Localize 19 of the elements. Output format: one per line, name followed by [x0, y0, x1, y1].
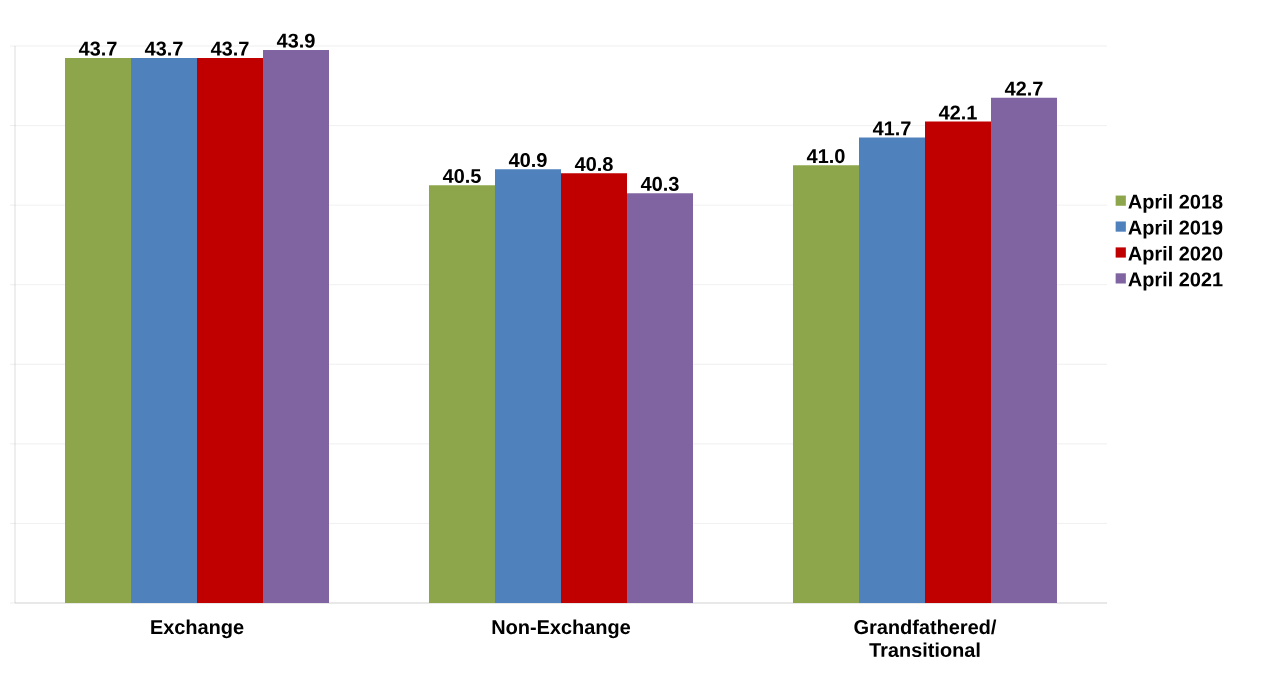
legend-label: April 2019 [1128, 220, 1223, 239]
data-label: 43.7 [78, 41, 117, 56]
data-label: 42.7 [1004, 81, 1043, 96]
data-label: 43.7 [210, 41, 249, 56]
data-label: 40.3 [640, 176, 679, 191]
x-tick-label: Grandfathered/ Transitional [854, 619, 997, 658]
legend-label: April 2018 [1128, 194, 1223, 213]
data-label: 40.9 [508, 153, 547, 168]
data-label: 40.5 [442, 168, 481, 184]
data-label: 43.7 [144, 41, 183, 56]
legend-label: April 2021 [1128, 271, 1223, 291]
x-tick-label: Exchange [151, 619, 244, 639]
data-label: 42.1 [938, 105, 977, 120]
legend-label: April 2020 [1128, 245, 1223, 265]
data-label: 43.9 [276, 33, 315, 48]
data-label: 41.0 [806, 149, 845, 164]
x-tick-label: Non-Exchange [492, 619, 631, 639]
data-label: 41.7 [872, 121, 911, 136]
data-label: 40.8 [574, 157, 613, 172]
